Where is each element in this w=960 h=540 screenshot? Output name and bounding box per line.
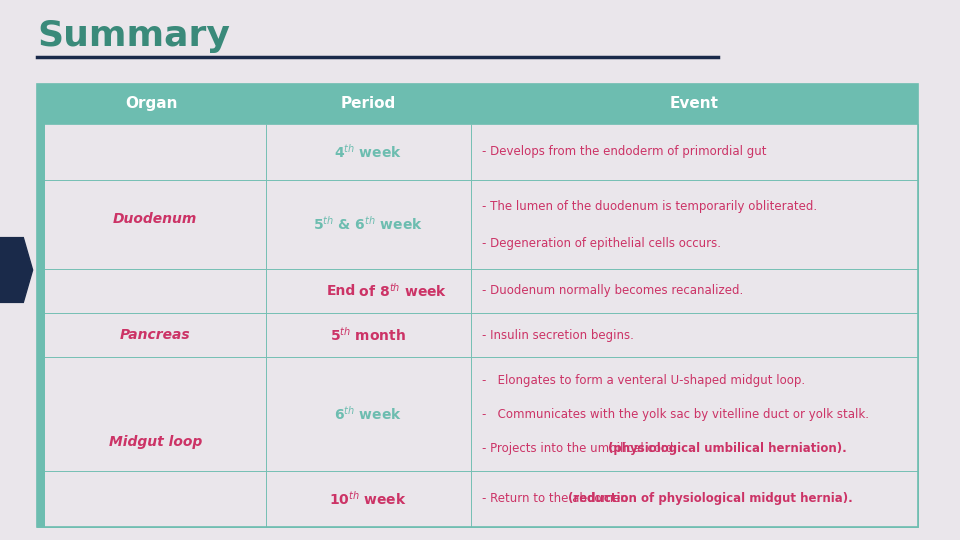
- Text: - Return to the abdomen: - Return to the abdomen: [482, 492, 632, 505]
- FancyBboxPatch shape: [37, 471, 266, 526]
- Text: Duodenum: Duodenum: [113, 212, 198, 226]
- Text: - Degeneration of epithelial cells occurs.: - Degeneration of epithelial cells occur…: [482, 237, 721, 250]
- FancyBboxPatch shape: [37, 269, 266, 313]
- Text: - Develops from the endoderm of primordial gut: - Develops from the endoderm of primordi…: [482, 145, 766, 158]
- Text: Midgut loop: Midgut loop: [108, 435, 202, 449]
- Text: 10$^{th}$ week: 10$^{th}$ week: [329, 490, 407, 508]
- Text: 4$^{th}$ week: 4$^{th}$ week: [334, 143, 402, 161]
- Text: - Duodenum normally becomes recanalized.: - Duodenum normally becomes recanalized.: [482, 285, 743, 298]
- FancyBboxPatch shape: [37, 357, 266, 471]
- FancyBboxPatch shape: [37, 313, 266, 357]
- FancyBboxPatch shape: [266, 124, 470, 180]
- Text: - The lumen of the duodenum is temporarily obliterated.: - The lumen of the duodenum is temporari…: [482, 200, 817, 213]
- Text: End: End: [326, 284, 355, 298]
- Text: Organ: Organ: [125, 97, 178, 111]
- Text: 5$^{th}$ & 6$^{th}$ week: 5$^{th}$ & 6$^{th}$ week: [313, 215, 423, 233]
- Text: (physiological umbilical herniation).: (physiological umbilical herniation).: [608, 442, 847, 455]
- FancyBboxPatch shape: [266, 313, 470, 357]
- FancyBboxPatch shape: [470, 471, 919, 526]
- Text: (reduction of physiological midgut hernia).: (reduction of physiological midgut herni…: [568, 492, 852, 505]
- Text: - Projects into the umbilical cord: - Projects into the umbilical cord: [482, 442, 677, 455]
- FancyBboxPatch shape: [470, 180, 919, 269]
- FancyBboxPatch shape: [470, 124, 919, 180]
- FancyBboxPatch shape: [37, 84, 919, 124]
- Text: -   Elongates to form a venteral U-shaped midgut loop.: - Elongates to form a venteral U-shaped …: [482, 374, 805, 387]
- Text: Period: Period: [341, 97, 396, 111]
- Polygon shape: [0, 238, 33, 302]
- FancyBboxPatch shape: [266, 357, 470, 471]
- Text: 6$^{th}$ week: 6$^{th}$ week: [334, 406, 402, 423]
- FancyBboxPatch shape: [470, 269, 919, 313]
- FancyBboxPatch shape: [470, 313, 919, 357]
- FancyBboxPatch shape: [37, 180, 266, 269]
- FancyBboxPatch shape: [266, 471, 470, 526]
- FancyBboxPatch shape: [266, 269, 470, 313]
- Text: of 8$^{th}$ week: of 8$^{th}$ week: [354, 282, 447, 300]
- Text: Pancreas: Pancreas: [120, 328, 190, 342]
- Text: Event: Event: [670, 97, 719, 111]
- Text: Summary: Summary: [37, 19, 230, 53]
- Text: - Insulin secretion begins.: - Insulin secretion begins.: [482, 329, 634, 342]
- Text: -   Communicates with the yolk sac by vitelline duct or yolk stalk.: - Communicates with the yolk sac by vite…: [482, 408, 869, 421]
- FancyBboxPatch shape: [470, 357, 919, 471]
- FancyBboxPatch shape: [37, 124, 45, 313]
- Text: 5$^{th}$ month: 5$^{th}$ month: [330, 326, 406, 344]
- FancyBboxPatch shape: [37, 357, 45, 526]
- FancyBboxPatch shape: [266, 180, 470, 269]
- FancyBboxPatch shape: [37, 313, 45, 357]
- FancyBboxPatch shape: [37, 124, 266, 180]
